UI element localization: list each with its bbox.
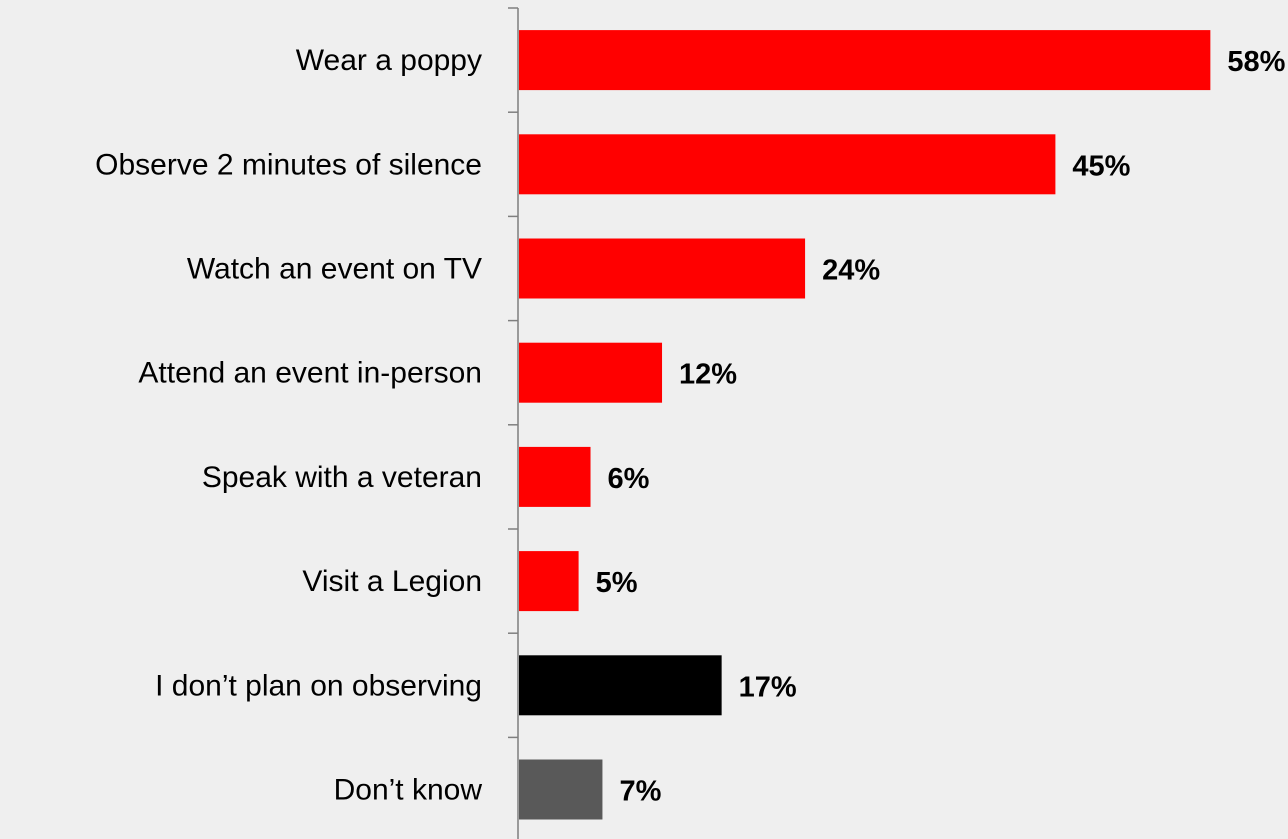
value-label: 17% bbox=[739, 671, 797, 703]
bar bbox=[519, 759, 603, 820]
bar bbox=[519, 342, 663, 403]
category-labels: Wear a poppy Observe 2 minutes of silence… bbox=[95, 44, 482, 806]
bar bbox=[519, 446, 591, 507]
value-label: 12% bbox=[679, 359, 737, 391]
value-label: 5% bbox=[596, 567, 638, 599]
axis-ticks bbox=[508, 7, 518, 739]
category-label: Wear a poppy bbox=[296, 44, 482, 77]
bar bbox=[519, 238, 806, 299]
category-label: Speak with a veteran bbox=[202, 461, 482, 494]
value-label: 45% bbox=[1072, 150, 1130, 182]
bar bbox=[519, 655, 722, 716]
value-label: 6% bbox=[608, 463, 650, 495]
category-label: I don’t plan on observing bbox=[155, 669, 482, 702]
value-label: 58% bbox=[1227, 46, 1285, 78]
category-label: Visit a Legion bbox=[302, 565, 482, 598]
bar bbox=[519, 134, 1056, 195]
value-labels: 58% 45% 24% 12% 6% 5% 17% 7% bbox=[596, 46, 1286, 807]
bar bbox=[519, 30, 1211, 91]
category-label: Attend an event in-person bbox=[138, 357, 482, 390]
bars-group bbox=[519, 30, 1211, 820]
bar bbox=[519, 551, 579, 612]
category-label: Observe 2 minutes of silence bbox=[95, 148, 482, 181]
value-label: 24% bbox=[822, 255, 880, 287]
value-label: 7% bbox=[619, 776, 661, 808]
category-label: Watch an event on TV bbox=[187, 253, 482, 286]
category-label: Don’t know bbox=[334, 774, 483, 807]
